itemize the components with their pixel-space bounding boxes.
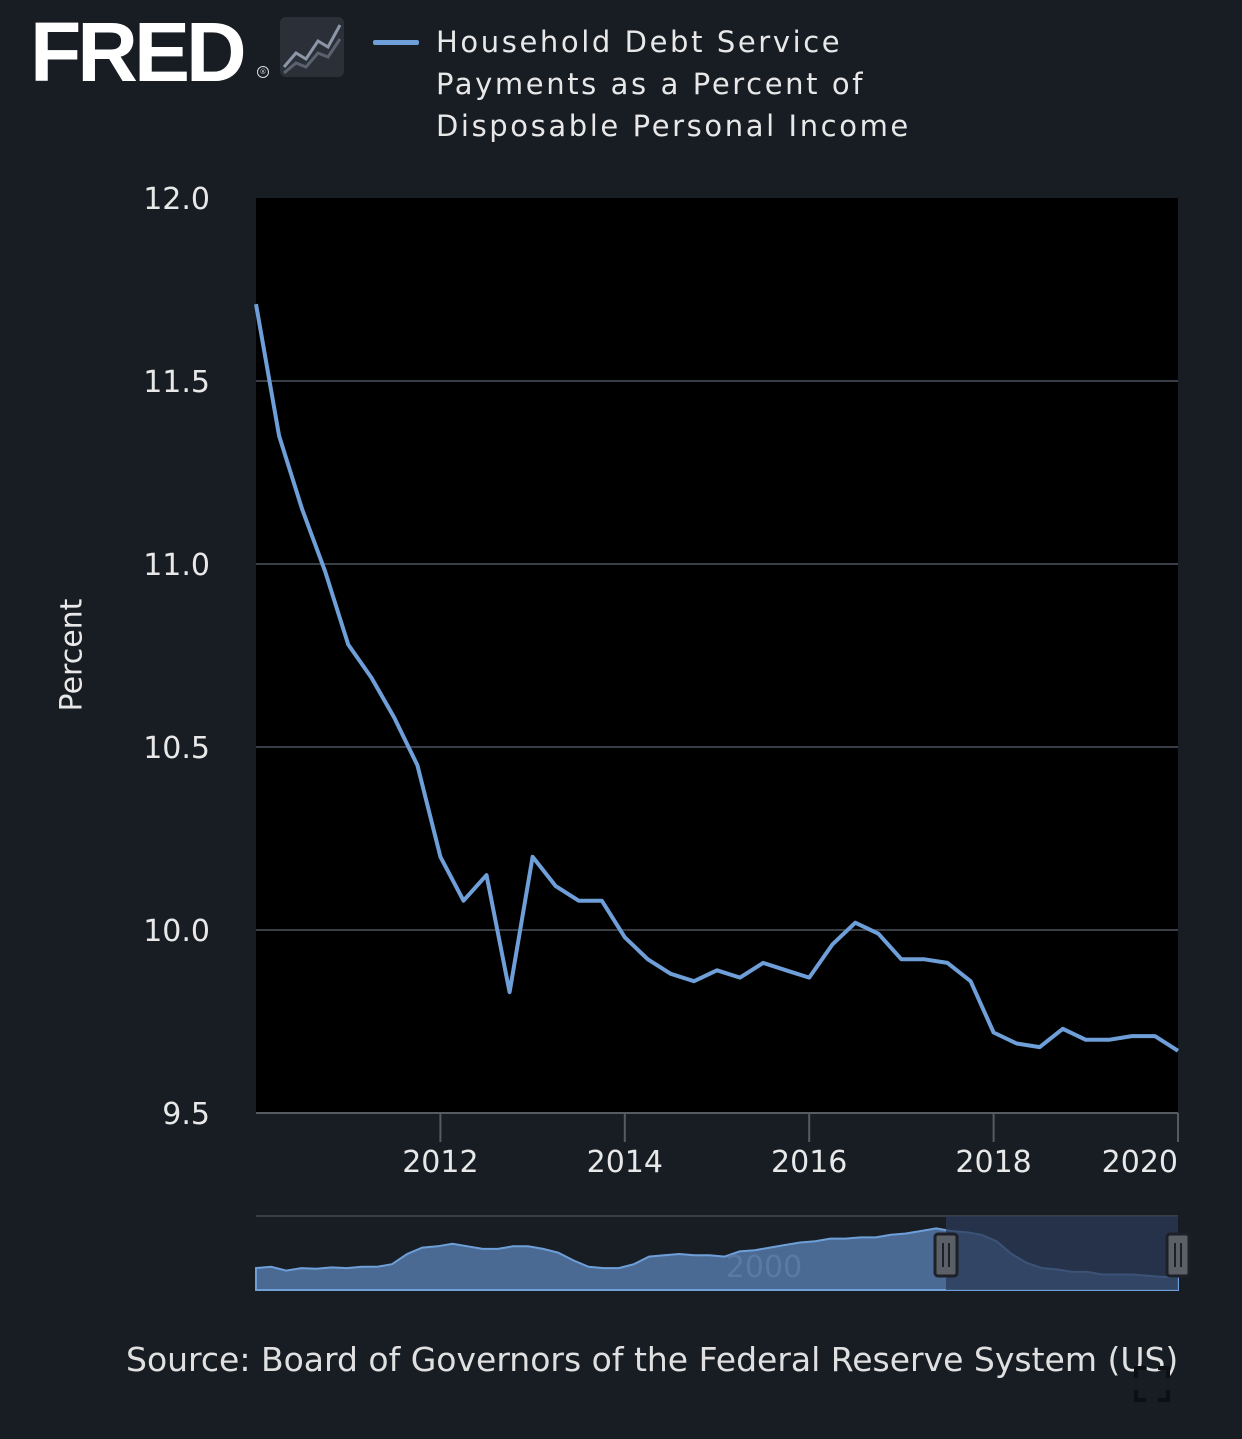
legend-label-line-3[interactable]: Disposable Personal Income bbox=[436, 109, 911, 143]
data-point[interactable] bbox=[1060, 1026, 1066, 1032]
data-point[interactable] bbox=[599, 898, 605, 904]
data-point[interactable] bbox=[553, 883, 559, 889]
data-point[interactable] bbox=[829, 942, 835, 948]
data-point[interactable] bbox=[576, 898, 582, 904]
series-line[interactable] bbox=[254, 303, 1180, 1053]
data-point[interactable] bbox=[875, 931, 881, 937]
data-point[interactable] bbox=[1014, 1040, 1020, 1046]
x-tick-label: 2012 bbox=[402, 1145, 478, 1180]
data-point[interactable] bbox=[1175, 1048, 1181, 1054]
data-point[interactable] bbox=[507, 989, 513, 995]
data-point[interactable] bbox=[806, 975, 812, 981]
y-tick-label: 12.0 bbox=[143, 182, 210, 217]
data-point[interactable] bbox=[691, 978, 697, 984]
y-tick-label: 10.0 bbox=[143, 914, 210, 949]
data-point[interactable] bbox=[991, 1029, 997, 1035]
data-point[interactable] bbox=[299, 506, 305, 512]
data-point[interactable] bbox=[1106, 1037, 1112, 1043]
x-tick-label: 2018 bbox=[955, 1145, 1031, 1180]
data-point[interactable] bbox=[968, 978, 974, 984]
data-point[interactable] bbox=[414, 762, 420, 768]
data-point[interactable] bbox=[368, 674, 374, 680]
data-point[interactable] bbox=[668, 971, 674, 977]
y-tick-label: 11.0 bbox=[143, 548, 210, 583]
data-point[interactable] bbox=[1129, 1033, 1135, 1039]
data-point[interactable] bbox=[898, 956, 904, 962]
legend-swatch[interactable] bbox=[373, 40, 419, 45]
data-point[interactable] bbox=[391, 715, 397, 721]
data-point[interactable] bbox=[622, 934, 628, 940]
navigator-handle-left[interactable] bbox=[933, 1232, 959, 1278]
x-tick-label: 2016 bbox=[771, 1145, 847, 1180]
y-tick-label: 9.5 bbox=[162, 1097, 210, 1132]
data-point[interactable] bbox=[645, 956, 651, 962]
data-point[interactable] bbox=[345, 642, 351, 648]
y-tick-label: 10.5 bbox=[143, 731, 210, 766]
data-point[interactable] bbox=[1152, 1033, 1158, 1039]
data-point[interactable] bbox=[760, 960, 766, 966]
data-point[interactable] bbox=[484, 872, 490, 878]
x-tick-label: 2020 bbox=[1102, 1145, 1178, 1180]
expand-icon[interactable] bbox=[1134, 1366, 1170, 1402]
registered-mark-icon: ® bbox=[257, 66, 269, 78]
data-point[interactable] bbox=[1037, 1044, 1043, 1050]
data-point[interactable] bbox=[921, 956, 927, 962]
plot-background bbox=[256, 198, 1178, 1113]
legend-label-line-1[interactable]: Household Debt Service bbox=[436, 25, 843, 59]
data-point[interactable] bbox=[737, 975, 743, 981]
data-point[interactable] bbox=[460, 898, 466, 904]
navigator-label: 2000 bbox=[726, 1250, 802, 1285]
data-point[interactable] bbox=[945, 960, 951, 966]
data-point[interactable] bbox=[714, 967, 720, 973]
data-point[interactable] bbox=[1083, 1037, 1089, 1043]
navigator-selection[interactable] bbox=[946, 1216, 1178, 1290]
fred-logo[interactable]: FRED bbox=[30, 5, 247, 99]
legend-label-line-2[interactable]: Payments as a Percent of bbox=[436, 67, 866, 101]
data-point[interactable] bbox=[253, 301, 259, 307]
y-tick-label: 11.5 bbox=[143, 365, 210, 400]
navigator-handle-right[interactable] bbox=[1165, 1232, 1191, 1278]
data-point[interactable] bbox=[530, 854, 536, 860]
trend-chart-icon bbox=[280, 17, 344, 77]
data-point[interactable] bbox=[783, 967, 789, 973]
source-note: Source: Board of Governors of the Federa… bbox=[126, 1340, 1179, 1379]
data-point[interactable] bbox=[852, 920, 858, 926]
data-point[interactable] bbox=[276, 433, 282, 439]
data-point[interactable] bbox=[437, 854, 443, 860]
x-tick-label: 2014 bbox=[587, 1145, 663, 1180]
data-point[interactable] bbox=[322, 568, 328, 574]
